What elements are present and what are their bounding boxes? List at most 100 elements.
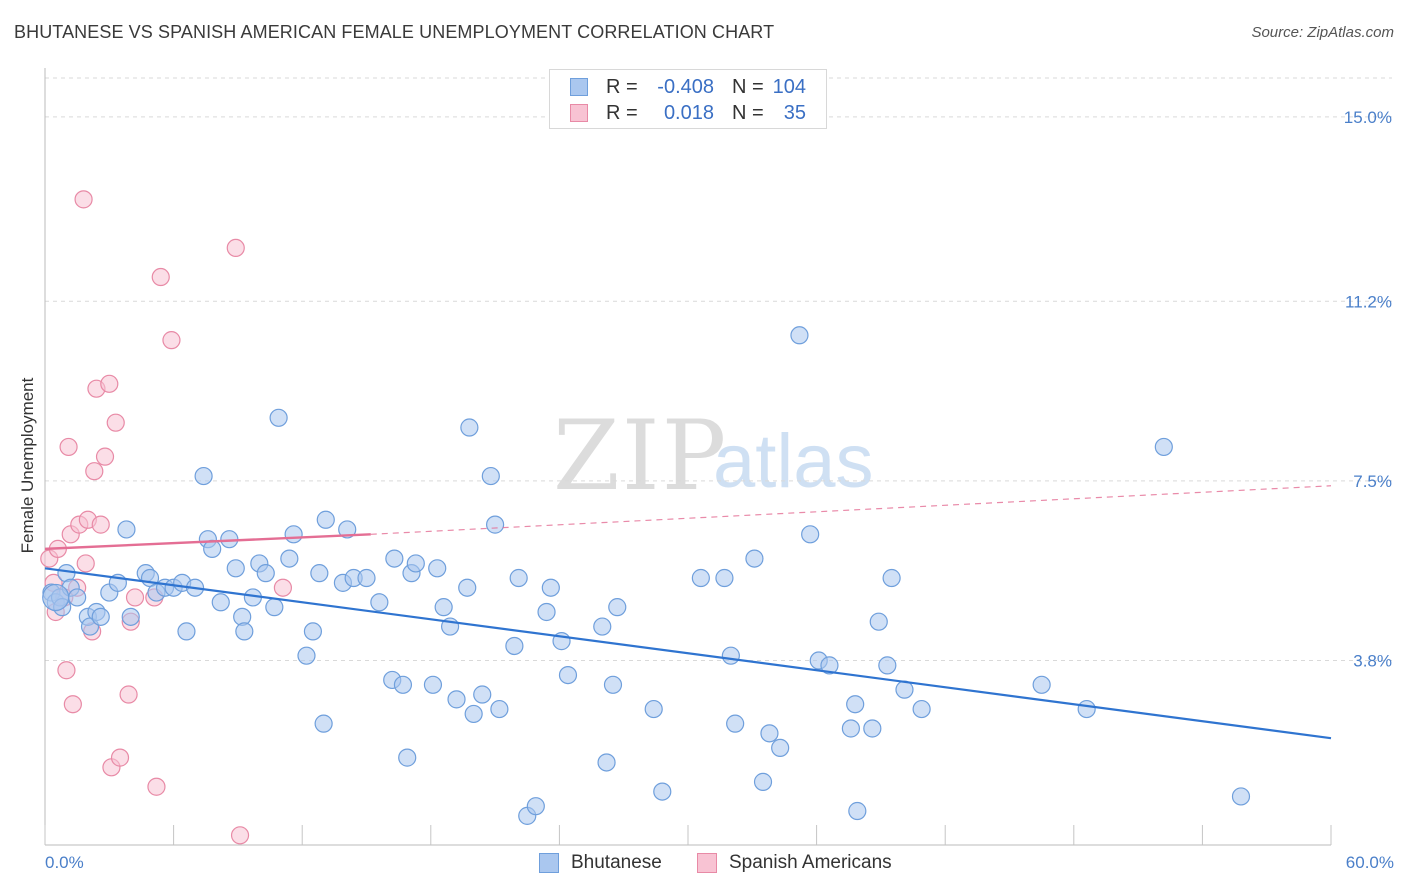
data-point-bhutanese <box>316 510 335 529</box>
data-point-bhutanese <box>603 675 623 694</box>
bhutanese-points <box>42 326 1251 825</box>
data-point-bhutanese <box>117 520 136 539</box>
data-point-bhutanese <box>608 598 627 617</box>
data-point-spanish-americans <box>110 748 130 767</box>
data-point-bhutanese <box>226 559 245 578</box>
data-point-bhutanese <box>428 559 447 578</box>
y-axis-label: Female Unemployment <box>18 377 37 553</box>
data-point-spanish-americans <box>100 374 119 393</box>
watermark-atlas: atlas <box>713 419 874 504</box>
legend-n-label: N = <box>732 101 764 124</box>
y-tick-label: 7.5% <box>1353 472 1392 491</box>
data-point-bhutanese <box>848 801 867 821</box>
data-point-bhutanese <box>715 568 734 588</box>
data-point-bhutanese <box>314 714 333 733</box>
data-point-bhutanese <box>357 568 376 588</box>
data-point-spanish-americans <box>151 267 170 287</box>
legend-swatch-spanish-americans <box>697 853 717 873</box>
data-point-bhutanese <box>458 578 477 597</box>
data-point-bhutanese <box>338 520 357 539</box>
data-point-bhutanese <box>235 622 254 641</box>
legend-n-label: N = <box>732 75 764 98</box>
data-point-bhutanese <box>423 675 443 694</box>
data-point-bhutanese <box>220 530 239 549</box>
watermark-zip: ZIP <box>553 400 729 512</box>
legend-item-spanish-americans[interactable]: Spanish Americans <box>697 852 892 874</box>
data-point-bhutanese <box>726 714 745 733</box>
trend-line-bhutanese <box>44 567 1332 740</box>
data-point-spanish-americans <box>226 238 245 258</box>
data-point-bhutanese <box>303 622 323 641</box>
trend-lines <box>44 485 1332 740</box>
data-point-bhutanese <box>68 588 87 607</box>
data-point-bhutanese <box>447 690 466 709</box>
data-point-bhutanese <box>486 515 505 534</box>
data-point-bhutanese <box>882 568 901 588</box>
data-point-bhutanese <box>820 656 839 675</box>
legend-n-value: 35 <box>783 101 806 124</box>
data-point-bhutanese <box>869 612 888 631</box>
data-point-spanish-americans <box>76 554 95 573</box>
legend-r-label: R = <box>606 75 638 98</box>
chart-source: Source: ZipAtlas.com <box>1251 24 1394 41</box>
data-point-bhutanese <box>1231 787 1251 806</box>
spanish-americans-points <box>40 190 293 845</box>
data-point-bhutanese <box>801 525 820 544</box>
data-point-spanish-americans <box>106 413 125 432</box>
data-point-spanish-americans <box>147 777 166 796</box>
x-tick-label: 0.0% <box>45 853 84 872</box>
data-point-bhutanese <box>177 622 196 641</box>
data-point-spanish-americans <box>74 190 93 209</box>
data-point-bhutanese <box>297 646 316 665</box>
data-point-bhutanese <box>721 646 740 665</box>
data-point-bhutanese <box>1077 699 1096 719</box>
data-point-bhutanese <box>863 719 882 738</box>
data-point-bhutanese <box>194 466 213 486</box>
data-point-bhutanese <box>256 564 275 583</box>
data-point-bhutanese <box>760 724 779 743</box>
data-point-bhutanese <box>280 549 299 568</box>
y-tick-label: 3.8% <box>1353 652 1392 671</box>
legend-item-bhutanese[interactable]: Bhutanese <box>539 852 662 874</box>
data-point-spanish-americans <box>85 462 104 481</box>
data-point-spanish-americans <box>91 515 110 534</box>
data-point-bhutanese <box>878 656 897 675</box>
data-point-bhutanese <box>91 607 110 626</box>
data-point-bhutanese <box>691 568 710 588</box>
chart-title: BHUTANESE VS SPANISH AMERICAN FEMALE UNE… <box>14 22 775 42</box>
data-point-spanish-americans <box>63 695 82 714</box>
data-point-bhutanese <box>509 568 528 588</box>
data-point-bhutanese <box>203 539 222 558</box>
data-point-bhutanese <box>790 326 809 345</box>
legend-swatch-bhutanese <box>539 853 559 873</box>
data-point-bhutanese <box>385 549 404 568</box>
data-point-spanish-americans <box>95 447 115 466</box>
data-point-bhutanese <box>393 675 413 694</box>
data-point-spanish-americans <box>57 661 76 680</box>
trend-extension-spanish-americans <box>370 485 1332 535</box>
legend-swatch-spanish-americans <box>570 104 588 122</box>
x-tick-label: 60.0% <box>1346 853 1394 872</box>
data-point-bhutanese <box>460 418 479 437</box>
data-point-bhutanese <box>1032 675 1051 694</box>
data-point-bhutanese <box>644 699 663 719</box>
data-point-bhutanese <box>284 525 303 544</box>
data-point-bhutanese <box>558 665 578 685</box>
data-point-bhutanese <box>912 699 931 719</box>
data-point-bhutanese <box>406 554 425 573</box>
legend-r-value: 0.018 <box>663 101 714 124</box>
legend-row-spanish-americans: R = 0.018 N = 35 <box>570 101 806 125</box>
legend-n-value: 104 <box>772 75 806 98</box>
data-point-bhutanese <box>593 617 612 636</box>
data-point-spanish-americans <box>125 588 145 607</box>
data-point-bhutanese <box>526 797 545 816</box>
data-point-spanish-americans <box>162 331 181 350</box>
axes <box>44 68 1332 846</box>
data-point-bhutanese <box>490 699 509 719</box>
data-point-bhutanese <box>398 748 417 767</box>
legend-swatch-bhutanese <box>570 78 588 96</box>
correlation-legend: R = -0.408 N = 104 R = 0.018 N = 35 <box>549 69 827 129</box>
data-point-bhutanese <box>753 772 773 791</box>
data-point-spanish-americans <box>273 578 293 597</box>
